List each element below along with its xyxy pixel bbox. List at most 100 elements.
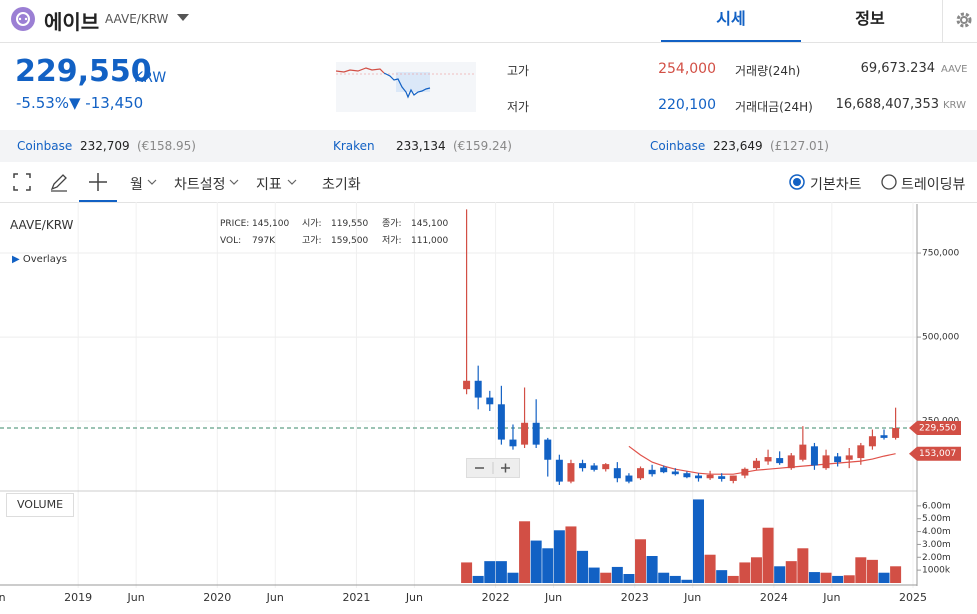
dropdown-icon[interactable]: [176, 13, 190, 23]
price-badge-label: 153,007: [919, 449, 956, 459]
info-price-label: PRICE:: [220, 219, 250, 229]
volume-bar: [890, 566, 902, 583]
fullscreen-icon[interactable]: [12, 172, 32, 192]
x-tick-label: 2020: [203, 591, 231, 604]
draw-icon[interactable]: [49, 172, 69, 192]
volume-bar: [774, 566, 786, 583]
stat-unit: AAVE: [941, 64, 968, 75]
volume-bar: [727, 575, 739, 583]
reset-button[interactable]: 초기화: [322, 177, 361, 193]
price-badge: [909, 446, 961, 461]
exchange-price: 232,709: [80, 139, 130, 153]
x-tick-label: 2024: [760, 591, 788, 604]
volume-bar: [565, 526, 577, 583]
candle-body: [752, 460, 760, 469]
x-tick-label: Jun: [683, 591, 701, 604]
exchange-name[interactable]: Coinbase: [17, 139, 73, 153]
volume-bar: [820, 572, 832, 583]
radio-label[interactable]: 기본차트: [810, 177, 862, 193]
candle-body: [555, 459, 563, 482]
radio-checked[interactable]: [789, 174, 807, 192]
volume-button[interactable]: VOLUME: [6, 493, 74, 517]
radio[interactable]: [881, 174, 899, 192]
candle-body: [799, 444, 807, 460]
stat-value: 16,688,407,353: [835, 97, 939, 112]
candle-body: [810, 446, 818, 466]
crosshair-icon[interactable]: [88, 172, 108, 192]
zoom-icons[interactable]: [467, 459, 519, 477]
coin-name: 에이브: [44, 10, 100, 34]
candle-body: [729, 475, 737, 481]
tab[interactable]: 정보: [855, 9, 885, 28]
candle-body: [648, 469, 656, 475]
exchange-name[interactable]: Kraken: [333, 139, 375, 153]
axis-cover: [918, 587, 977, 614]
exchange-bar: [0, 130, 977, 162]
exchange-price: 233,134: [396, 139, 446, 153]
x-tick-label: Jun: [405, 591, 423, 604]
info-close-label: 종가:: [382, 219, 402, 229]
stat-label: 거래량(24h): [735, 64, 801, 78]
tab-active[interactable]: 시세: [661, 0, 801, 42]
overlays-toggle[interactable]: ▶ Overlays: [12, 254, 67, 265]
x-tick-label: 2025: [899, 591, 927, 604]
sparkline: [336, 62, 476, 112]
candle-body: [602, 464, 610, 470]
volume-bar: [611, 566, 623, 583]
y-tick-label: 2.00m: [922, 553, 951, 563]
volume-bar: [750, 557, 762, 583]
volume-bar: [495, 561, 507, 583]
exchange-fx: (£127.01): [770, 139, 829, 153]
stat-label: 고가: [507, 64, 530, 78]
radio-label[interactable]: 트레이딩뷰: [901, 177, 966, 193]
volume-bar: [484, 561, 496, 583]
volume-bar: [878, 572, 890, 583]
volume-bar: [855, 557, 867, 583]
stat-label: 저가: [507, 100, 530, 114]
info-high: 159,500: [331, 236, 369, 246]
info-open-label: 시가:: [302, 219, 322, 229]
crosshair-tab[interactable]: [79, 166, 117, 202]
x-tick-label: 2021: [342, 591, 370, 604]
info-high-label: 고가:: [302, 236, 322, 246]
indicators-menu[interactable]: 지표: [256, 177, 282, 193]
volume-bar: [623, 574, 635, 583]
header: [0, 0, 977, 43]
stat-label: 거래대금(24H): [735, 100, 813, 114]
volume-bar: [866, 559, 878, 583]
candle-body: [579, 463, 587, 469]
toolbar: [0, 162, 977, 203]
price-badge-label: 229,550: [919, 423, 956, 433]
info-vol-label: VOL:: [220, 236, 242, 246]
volume-bar: [472, 575, 484, 583]
coin-logo: [11, 7, 35, 31]
candle-body: [474, 380, 482, 398]
volume-bar: [553, 530, 565, 583]
x-tick-label: Jun: [822, 591, 840, 604]
exchange-name[interactable]: Coinbase: [650, 139, 706, 153]
settings-menu[interactable]: 차트설정: [174, 177, 226, 193]
divider: [942, 0, 943, 42]
candle-body: [521, 422, 529, 445]
candle-body: [463, 380, 471, 390]
settings-icon[interactable]: [954, 10, 974, 30]
volume-bar: [588, 567, 600, 583]
chevrons: [147, 179, 297, 185]
volume-bar: [704, 554, 716, 583]
volume-bar: [843, 575, 855, 583]
info-vol: 797K: [252, 236, 276, 246]
info-close: 145,100: [411, 219, 449, 229]
chart-symbol: AAVE/KRW: [10, 218, 74, 232]
candle-body: [706, 474, 714, 479]
change: ▼ -13,450: [69, 94, 144, 112]
coin-pair[interactable]: AAVE/KRW: [105, 12, 169, 26]
candle-body: [486, 397, 494, 405]
period-select[interactable]: 월: [130, 177, 143, 193]
info-price: 145,100: [252, 219, 290, 229]
x-tick-label: Jun: [544, 591, 562, 604]
candle-body: [857, 445, 865, 459]
candle-body: [683, 473, 691, 478]
overlays-label[interactable]: Overlays: [22, 254, 67, 265]
